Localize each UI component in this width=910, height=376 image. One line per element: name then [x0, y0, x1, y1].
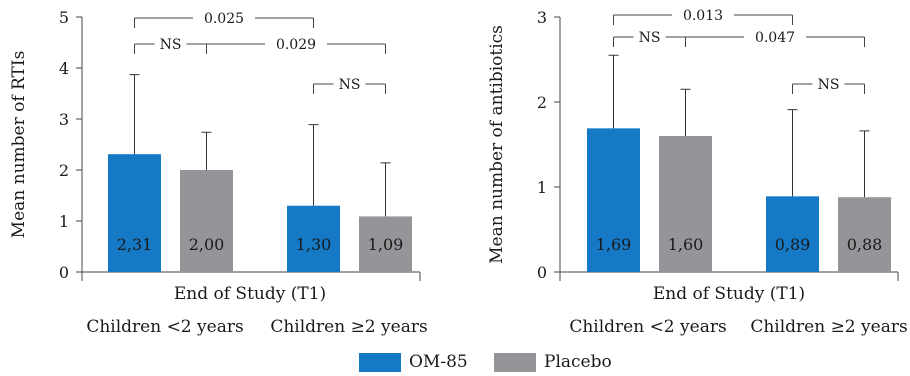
- y-tick-label: 3: [537, 8, 547, 27]
- bar: [587, 128, 640, 272]
- y-tick-label: 2: [59, 161, 69, 180]
- bar-value-label: 1,60: [668, 235, 704, 254]
- bar-value-label: 0,89: [775, 235, 811, 254]
- bar-value-label: 1,09: [368, 235, 404, 254]
- bar-value-label: 2,00: [189, 235, 225, 254]
- comparison-label: NS: [160, 37, 182, 53]
- bar-value-label: 1,69: [596, 235, 632, 254]
- x-axis-title: End of Study (T1): [174, 284, 326, 304]
- bar: [287, 205, 340, 272]
- y-axis-title: Mean number of RTIs: [9, 51, 29, 239]
- comparison-label: 0.013: [683, 8, 723, 24]
- legend-swatch-om85: [359, 352, 401, 372]
- legend-item-om85: OM-85: [359, 352, 468, 372]
- bar: [180, 170, 233, 272]
- y-tick-label: 0: [537, 263, 547, 282]
- group-label: Children ≥2 years: [270, 317, 427, 337]
- bar: [838, 197, 891, 272]
- group-label: Children <2 years: [86, 317, 243, 337]
- legend: OM-85 Placebo: [0, 352, 910, 376]
- bar-value-label: 2,31: [117, 235, 153, 254]
- y-axis-title: Mean number of antibiotics: [487, 25, 507, 264]
- group-label: Children <2 years: [569, 317, 726, 337]
- bar-value-label: 0,88: [847, 235, 883, 254]
- legend-label-om85: OM-85: [409, 352, 468, 372]
- comparison-label: 0.029: [276, 37, 316, 53]
- comparison-label: NS: [639, 30, 661, 46]
- bar-value-label: 1,30: [296, 235, 332, 254]
- comparison-label: NS: [818, 77, 840, 93]
- bar: [659, 136, 712, 272]
- y-tick-label: 1: [59, 212, 69, 231]
- y-tick-label: 2: [537, 93, 547, 112]
- legend-item-placebo: Placebo: [494, 352, 612, 372]
- comparison-label: 0.047: [755, 30, 795, 46]
- comparison-label: 0.025: [204, 11, 244, 27]
- y-tick-label: 3: [59, 110, 69, 129]
- comparison-label: NS: [339, 77, 361, 93]
- bar: [359, 216, 412, 272]
- y-tick-label: 5: [59, 8, 69, 27]
- antibiotics-panel: 0 1 2 3 Mean number of antibiotics 1,69 1,60 0,…: [487, 8, 908, 337]
- bar: [766, 196, 819, 272]
- y-tick-label: 0: [59, 263, 69, 282]
- x-axis-title: End of Study (T1): [653, 284, 805, 304]
- group-label: Children ≥2 years: [750, 317, 907, 337]
- y-tick-label: 4: [59, 59, 69, 78]
- y-tick-label: 1: [537, 178, 547, 197]
- bar: [108, 154, 161, 272]
- legend-label-placebo: Placebo: [544, 352, 612, 372]
- legend-swatch-placebo: [494, 352, 536, 372]
- rti-panel: 0 1 2 3 4 5 Mean number of RTIs 2,31 2,00 1,30 1,0…: [9, 8, 428, 337]
